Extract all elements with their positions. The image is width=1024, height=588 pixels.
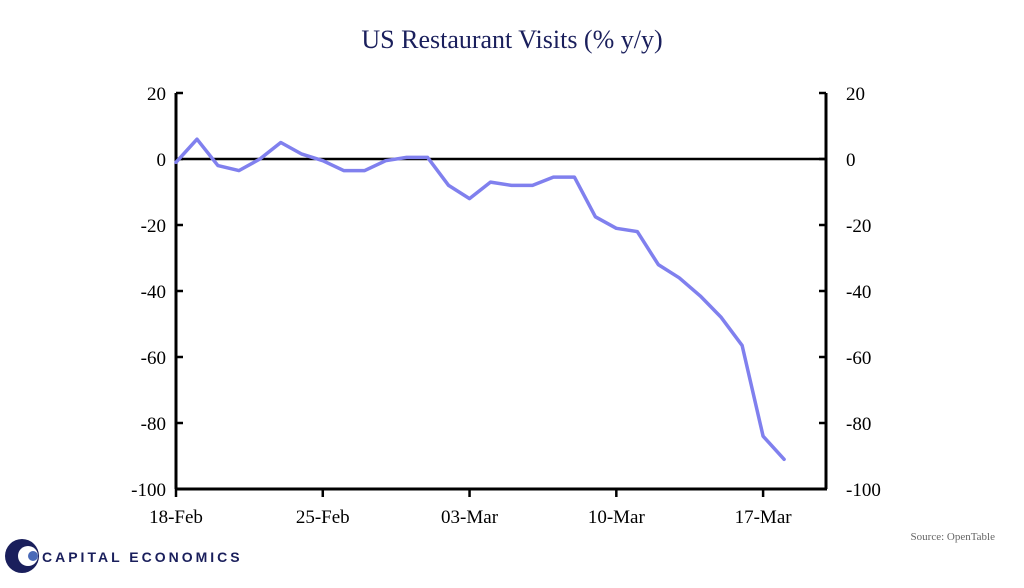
- brand-name: CAPITAL ECONOMICS: [42, 549, 243, 565]
- capital-economics-logo: CAPITAL ECONOMICS: [5, 539, 243, 573]
- y-tick-left-label: -80: [141, 414, 166, 435]
- y-tick-left-label: 20: [147, 84, 166, 105]
- x-tick-label: 17-Mar: [735, 507, 793, 528]
- series-line: [174, 137, 786, 462]
- source-note: Source: OpenTable: [911, 531, 996, 543]
- y-tick-right-label: -40: [846, 282, 871, 303]
- y-tick-right-label: -100: [846, 480, 881, 501]
- y-tick-right-label: -60: [846, 348, 871, 369]
- axes: 20 0 -20 -40 -60 -80 -100 20 0 -20 -40 -60 -80 -100 18…: [131, 84, 881, 528]
- x-tick-label: 25-Feb: [296, 507, 350, 528]
- x-tick-label: 18-Feb: [149, 507, 203, 528]
- chart-title: US Restaurant Visits (% y/y): [361, 25, 662, 54]
- y-tick-left-label: -40: [141, 282, 166, 303]
- x-tick-label: 10-Mar: [588, 507, 646, 528]
- x-tick-label: 03-Mar: [441, 507, 499, 528]
- y-tick-right-label: 0: [846, 150, 856, 171]
- y-tick-right-label: -80: [846, 414, 871, 435]
- y-tick-right-label: -20: [846, 216, 871, 237]
- series-layer: [174, 137, 786, 462]
- y-tick-left-label: 0: [157, 150, 167, 171]
- y-tick-left-label: -100: [131, 480, 166, 501]
- y-tick-left-label: -60: [141, 348, 166, 369]
- logo-mark-dot: [28, 551, 38, 561]
- y-tick-right-label: 20: [846, 84, 865, 105]
- y-tick-left-label: -20: [141, 216, 166, 237]
